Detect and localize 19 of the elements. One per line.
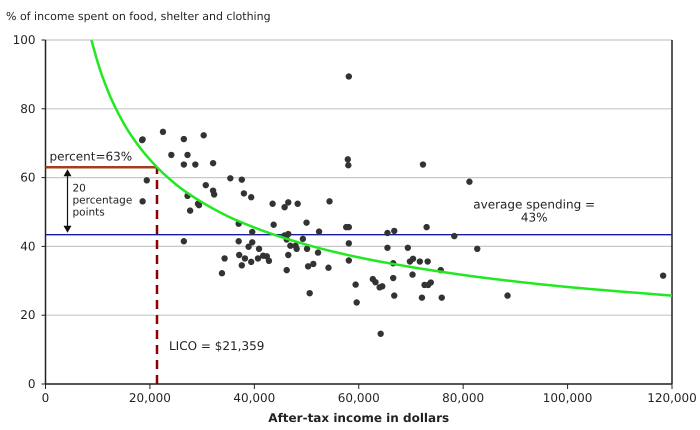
y-tick-label: 0 xyxy=(28,377,36,391)
y-axis-title: % of income spent on food, shelter and clothing xyxy=(6,10,271,23)
y-tick-label: 60 xyxy=(20,170,36,185)
x-tick-label: 0 xyxy=(42,391,50,405)
x-tick-label: 120,000 xyxy=(647,391,697,405)
x-tick-label: 40,000 xyxy=(233,391,276,405)
x-tick-label: 60,000 xyxy=(338,391,380,405)
x-tick-label: 100,000 xyxy=(542,391,592,405)
x-axis-title: After-tax income in dollars xyxy=(268,411,450,425)
y-tick-label: 40 xyxy=(20,239,36,254)
ref-line-label: average spending = 43% xyxy=(473,198,596,225)
ref-line-label: LICO = $21,359 xyxy=(169,339,264,353)
annotation: 20 percentage points xyxy=(72,182,132,218)
ref-line-label: percent=63% xyxy=(50,149,132,164)
x-tick-label: 20,000 xyxy=(128,391,171,405)
x-tick-label: 80,000 xyxy=(442,391,484,405)
y-tick-label: 80 xyxy=(20,102,36,116)
y-tick-label: 20 xyxy=(20,308,36,322)
y-tick-label: 100 xyxy=(12,33,36,47)
